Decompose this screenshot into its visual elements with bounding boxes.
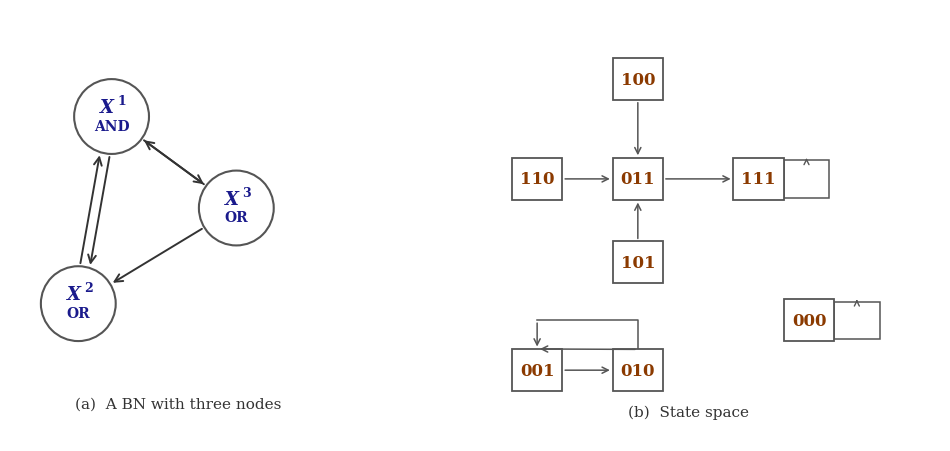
Text: 000: 000: [791, 312, 826, 329]
Circle shape: [199, 171, 274, 246]
Text: 011: 011: [620, 171, 656, 188]
Bar: [512, 159, 562, 200]
Bar: [613, 242, 663, 283]
Bar: [834, 302, 880, 339]
Text: AND: AND: [94, 120, 129, 133]
Text: 100: 100: [620, 71, 656, 88]
Text: (a)  A BN with three nodes: (a) A BN with three nodes: [75, 396, 281, 410]
Text: OR: OR: [224, 211, 248, 225]
Text: X: X: [225, 190, 239, 208]
Text: 3: 3: [242, 186, 251, 199]
Bar: [613, 159, 663, 200]
Text: OR: OR: [66, 306, 90, 320]
Bar: [784, 161, 829, 198]
Text: 001: 001: [520, 362, 555, 379]
Text: X: X: [67, 286, 81, 304]
Text: 2: 2: [85, 282, 93, 295]
Bar: [733, 159, 784, 200]
Circle shape: [74, 80, 149, 155]
Text: 111: 111: [741, 171, 776, 188]
Text: 010: 010: [620, 362, 656, 379]
Text: 101: 101: [620, 254, 656, 271]
Bar: [613, 350, 663, 391]
Bar: [613, 59, 663, 101]
Circle shape: [41, 267, 116, 341]
Text: 1: 1: [118, 95, 126, 108]
Text: 110: 110: [520, 171, 555, 188]
Bar: [512, 350, 562, 391]
Text: (b)  State space: (b) State space: [628, 405, 749, 419]
Bar: [784, 300, 834, 341]
Text: X: X: [101, 99, 114, 117]
